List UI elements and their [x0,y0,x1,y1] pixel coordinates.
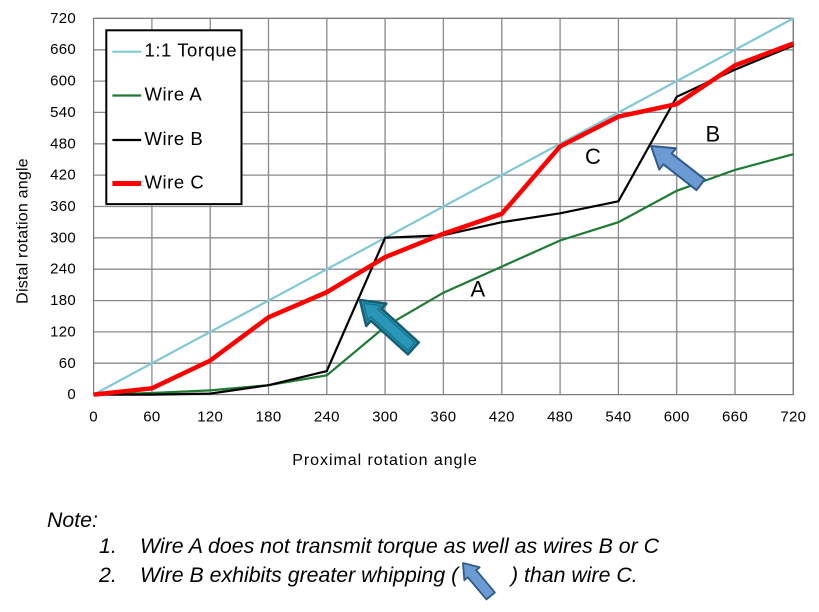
svg-text:Wire B: Wire B [145,128,204,149]
svg-text:120: 120 [197,409,223,426]
svg-text:180: 180 [50,292,76,309]
svg-text:300: 300 [372,409,398,426]
svg-text:360: 360 [50,198,76,215]
svg-text:0: 0 [67,386,76,403]
svg-text:480: 480 [50,135,76,152]
svg-text:Wire C: Wire C [145,172,205,193]
svg-text:Proximal rotation angle: Proximal rotation angle [292,452,478,469]
svg-text:120: 120 [50,323,76,340]
svg-text:60: 60 [143,409,160,426]
svg-text:Note:: Note: [47,508,98,532]
svg-text:600: 600 [50,73,76,90]
svg-text:420: 420 [489,409,515,426]
svg-text:Wire B exhibits greater whippi: Wire B exhibits greater whipping ( [140,563,460,587]
svg-text:180: 180 [256,409,282,426]
svg-text:) than wire C.: ) than wire C. [508,563,638,587]
svg-text:B: B [706,122,721,147]
svg-text:240: 240 [314,409,340,426]
svg-text:C: C [585,144,601,169]
svg-text:480: 480 [547,409,573,426]
svg-text:1.: 1. [99,534,117,558]
svg-text:60: 60 [59,355,76,372]
svg-text:240: 240 [50,261,76,278]
svg-text:0: 0 [89,409,98,426]
svg-text:A: A [471,276,486,301]
svg-text:Distal rotation angle: Distal rotation angle [15,158,32,304]
svg-text:360: 360 [430,409,456,426]
svg-text:300: 300 [50,229,76,246]
svg-text:420: 420 [50,167,76,184]
svg-text:600: 600 [664,409,690,426]
svg-text:540: 540 [50,104,76,121]
svg-text:Wire A: Wire A [145,84,203,105]
svg-text:1:1 Torque: 1:1 Torque [145,40,238,61]
svg-text:540: 540 [605,409,631,426]
svg-text:660: 660 [722,409,748,426]
svg-text:660: 660 [50,41,76,58]
svg-text:Wire A does not transmit torqu: Wire A does not transmit torque as well … [140,534,660,558]
svg-text:720: 720 [780,409,806,426]
svg-text:2.: 2. [98,563,117,587]
svg-text:720: 720 [50,10,76,27]
